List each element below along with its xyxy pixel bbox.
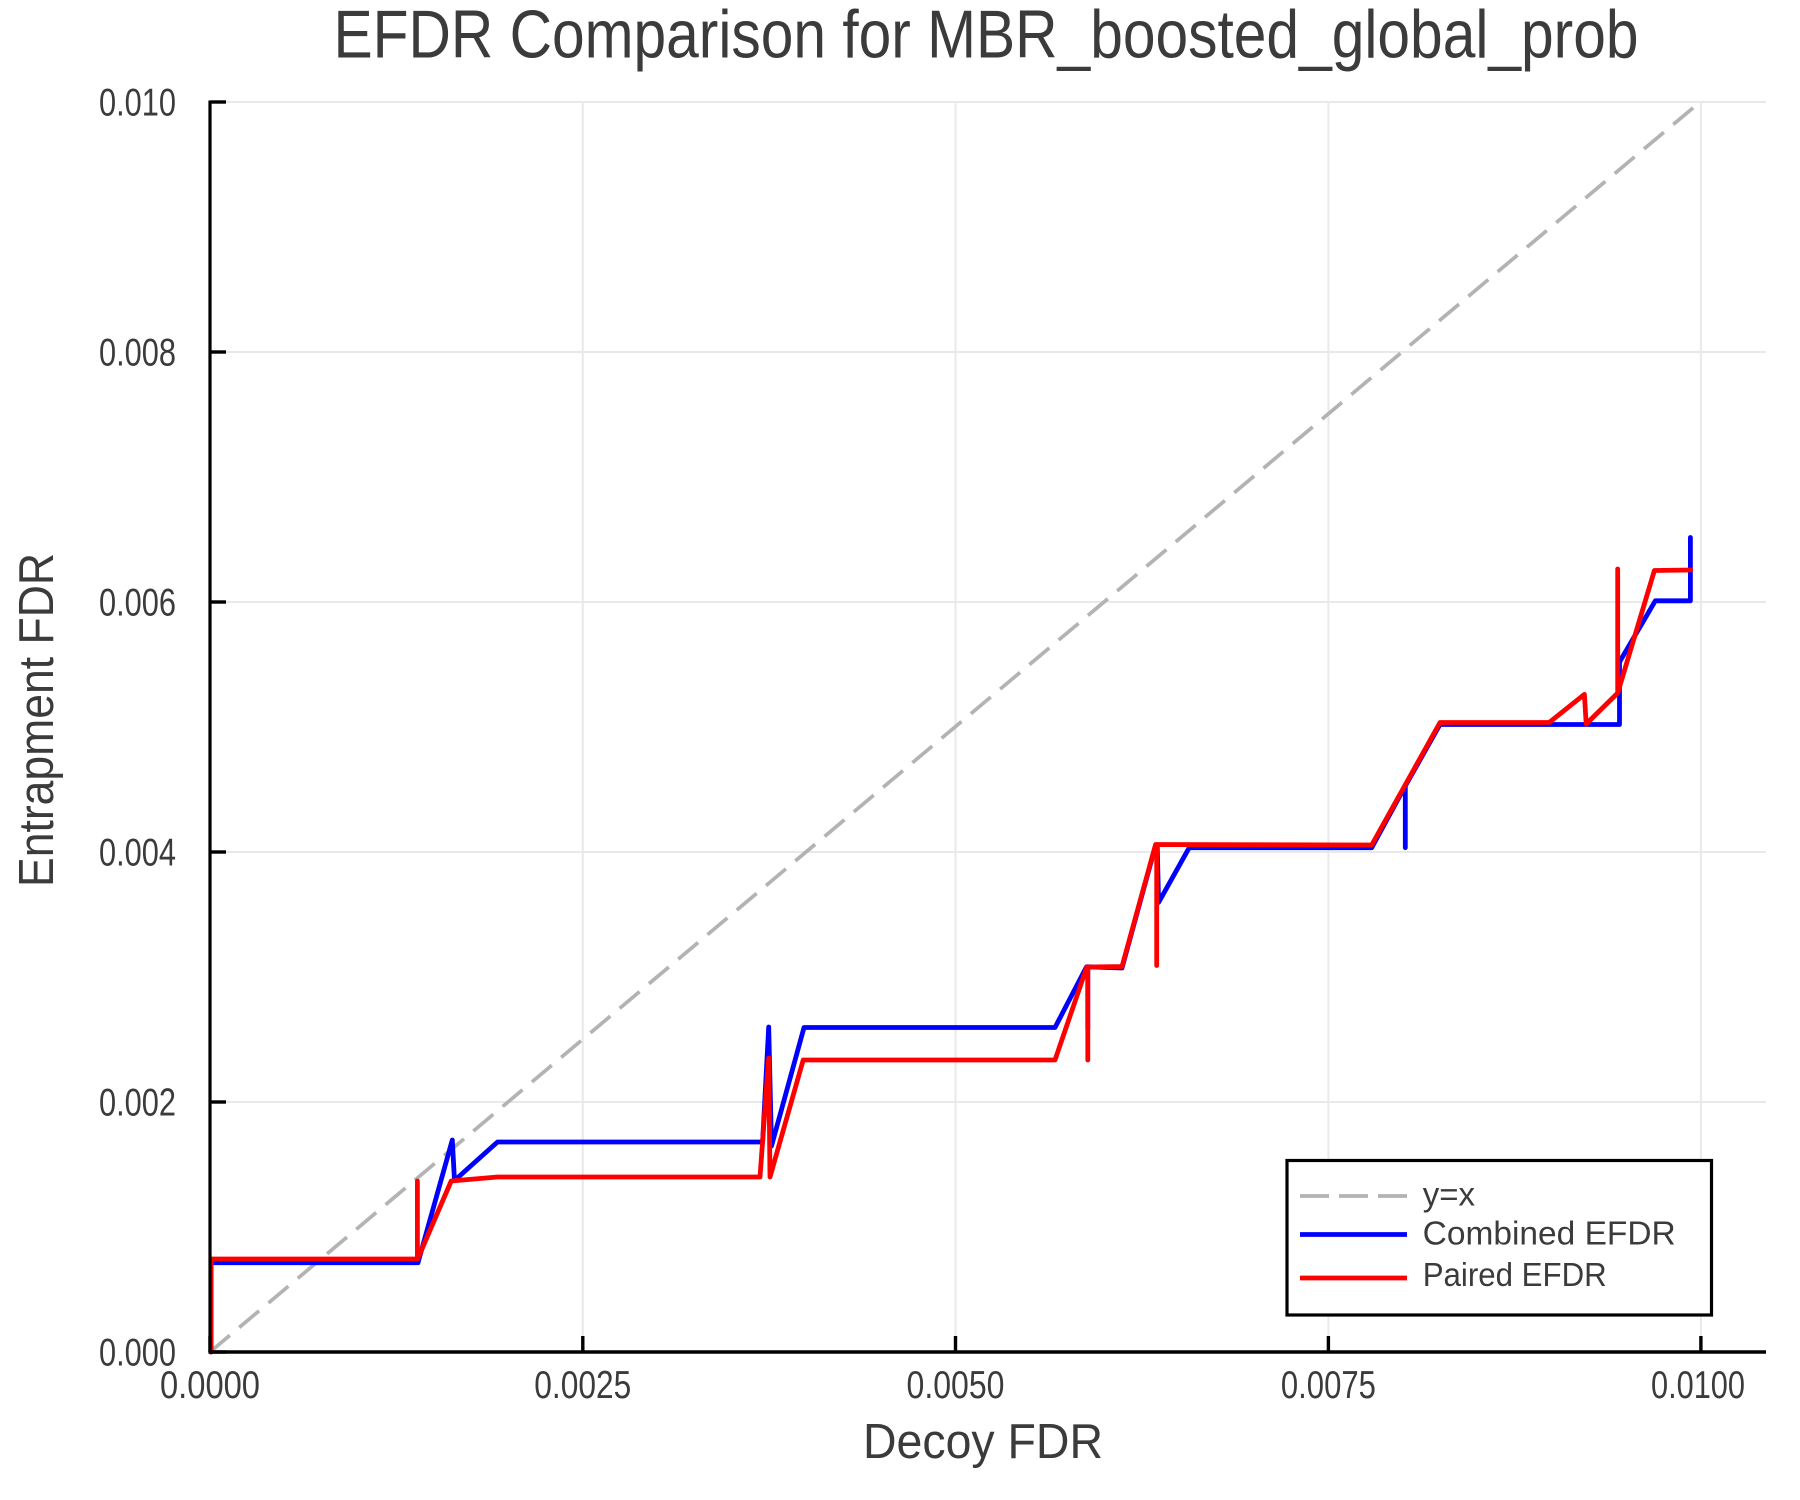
svg-text:Paired EFDR: Paired EFDR (1423, 1256, 1607, 1293)
svg-text:0.0000: 0.0000 (160, 1364, 260, 1407)
svg-text:Entrapment FDR: Entrapment FDR (10, 553, 64, 887)
svg-text:0.000: 0.000 (99, 1332, 176, 1375)
svg-text:0.008: 0.008 (99, 332, 176, 375)
svg-text:0.010: 0.010 (99, 82, 176, 125)
svg-text:0.0050: 0.0050 (907, 1364, 1005, 1407)
svg-text:0.002: 0.002 (99, 1082, 176, 1125)
svg-text:0.0075: 0.0075 (1281, 1364, 1376, 1407)
svg-text:y=x: y=x (1423, 1176, 1476, 1213)
svg-text:0.004: 0.004 (99, 832, 176, 875)
svg-text:0.006: 0.006 (99, 582, 176, 625)
svg-text:0.0025: 0.0025 (534, 1364, 631, 1407)
svg-text:EFDR Comparison for MBR_booste: EFDR Comparison for MBR_boosted_global_p… (334, 0, 1639, 73)
svg-text:Decoy FDR: Decoy FDR (863, 1415, 1103, 1469)
svg-text:0.0100: 0.0100 (1651, 1364, 1745, 1407)
svg-text:Combined EFDR: Combined EFDR (1423, 1215, 1676, 1252)
